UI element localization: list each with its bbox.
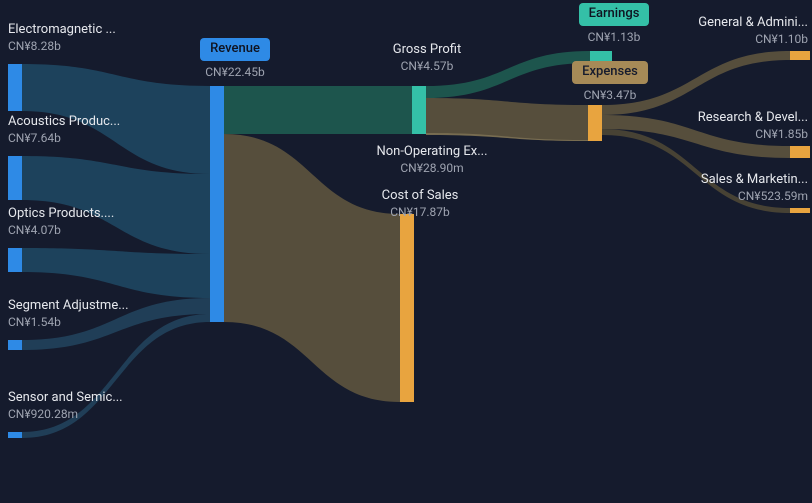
revenue-value: CN¥22.45b [190,65,280,81]
cost-of-sales-value: CN¥17.87b [390,205,450,219]
expense-item-name: Research & Devel... [698,110,808,125]
nonop-label: Non-Operating Ex... CN¥28.90m [352,144,512,178]
expenses-label: Expenses CN¥3.47b [560,61,660,103]
expense-item-value: CN¥1.10b [755,32,808,46]
source-name: Segment Adjustme... [8,298,129,313]
expense-item-label: Sales & Marketin... CN¥523.59m [648,172,808,206]
expenses-value: CN¥3.47b [560,88,660,104]
revenue-label: Revenue CN¥22.45b [190,38,280,80]
expense-item-name: General & Admini... [698,15,808,30]
cost-of-sales-name: Cost of Sales [382,188,459,203]
nonop-name: Non-Operating Ex... [376,144,487,159]
cost-of-sales-label: Cost of Sales CN¥17.87b [350,188,490,222]
source-value: CN¥8.28b [8,39,61,53]
source-name: Electromagnetic ... [8,22,116,37]
nonop-value: CN¥28.90m [400,161,463,175]
source-label: Optics Products.... CN¥4.07b [8,206,114,240]
source-value: CN¥1.54b [8,315,61,329]
expenses-pill: Expenses [572,61,648,84]
earnings-pill: Earnings [579,3,650,26]
expense-item-name: Sales & Marketin... [701,172,808,187]
source-label: Acoustics Produc... CN¥7.64b [8,114,120,148]
sankey-chart: Electromagnetic ... CN¥8.28b Acoustics Pro… [0,0,812,503]
source-label: Sensor and Semic... CN¥920.28m [8,390,123,424]
gross-profit-name: Gross Profit [393,42,462,57]
revenue-pill: Revenue [200,38,270,61]
expense-item-value: CN¥1.85b [755,127,808,141]
source-label: Electromagnetic ... CN¥8.28b [8,22,116,56]
source-name: Optics Products.... [8,206,114,221]
source-name: Acoustics Produc... [8,114,120,129]
source-name: Sensor and Semic... [8,390,123,405]
source-value: CN¥4.07b [8,223,61,237]
source-label: Segment Adjustme... CN¥1.54b [8,298,129,332]
source-value: CN¥7.64b [8,131,61,145]
expense-item-label: Research & Devel... CN¥1.85b [648,110,808,144]
source-value: CN¥920.28m [8,407,78,421]
expense-item-value: CN¥523.59m [738,189,808,203]
expense-item-label: General & Admini... CN¥1.10b [648,15,808,49]
gross-profit-value: CN¥4.57b [401,59,454,73]
gross-profit-label: Gross Profit CN¥4.57b [367,42,487,76]
